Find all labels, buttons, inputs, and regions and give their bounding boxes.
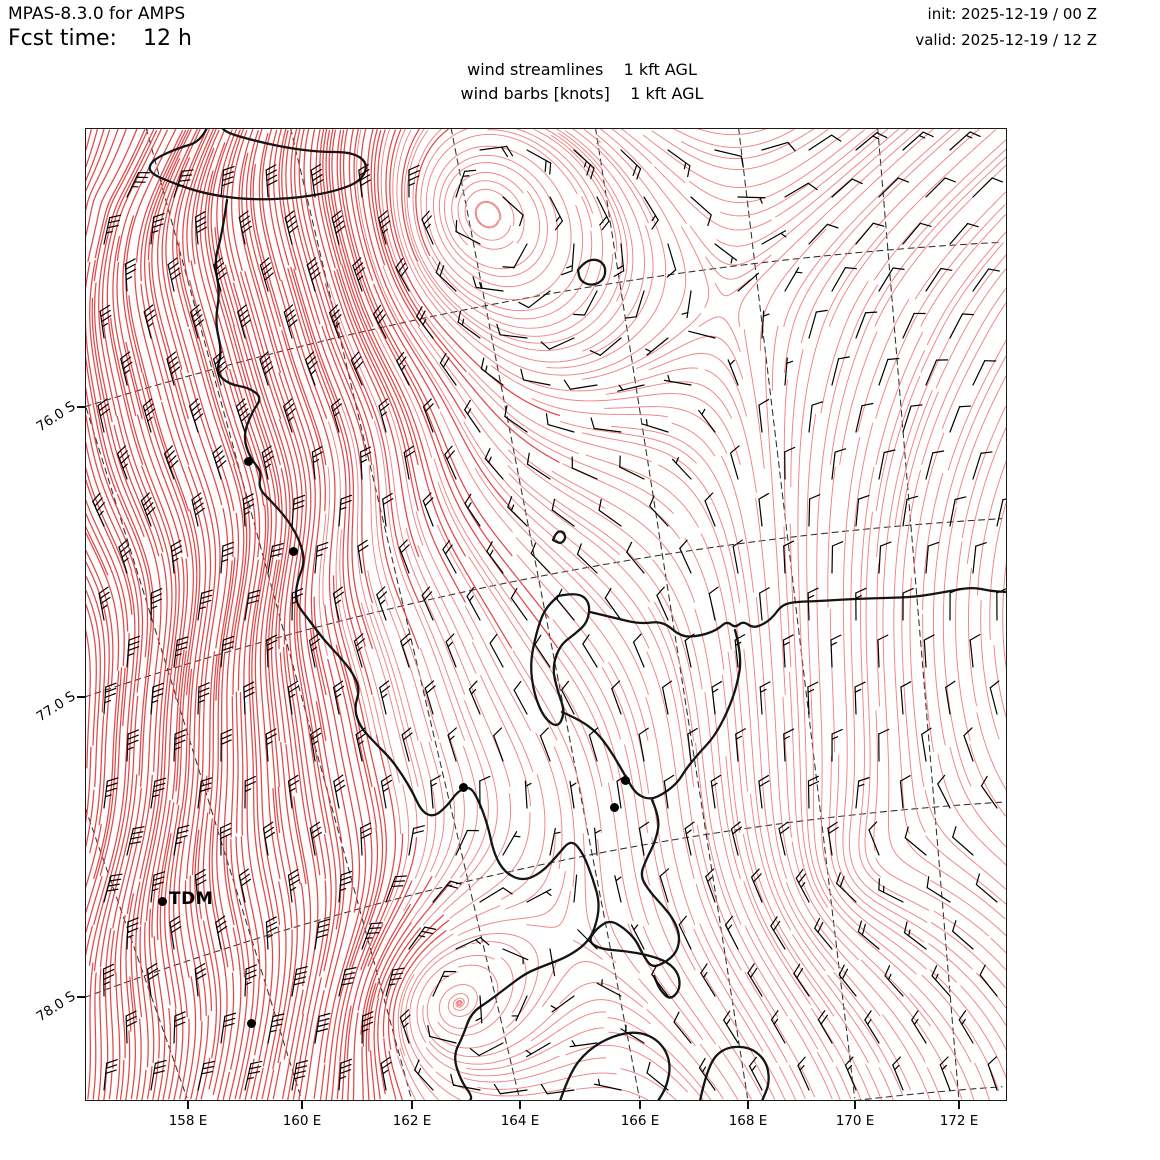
lon-tick-label: 158 E xyxy=(168,1113,208,1129)
station-dot xyxy=(620,775,630,785)
lon-tick-mark xyxy=(519,1101,521,1109)
plot-frame xyxy=(85,128,1007,1101)
lon-tick-label: 172 E xyxy=(939,1113,979,1129)
plot-title-streamlines: wind streamlines 1 kft AGL xyxy=(467,60,697,79)
forecast-time-value: 12 h xyxy=(142,26,192,51)
lon-tick-label: 162 E xyxy=(392,1113,432,1129)
lat-tick-mark xyxy=(77,406,85,408)
station-dot xyxy=(243,456,253,466)
lat-tick-mark xyxy=(77,996,85,998)
lat-tick-label: 77.0 S xyxy=(33,688,79,726)
wind-map-canvas xyxy=(85,128,1007,1101)
forecast-time-label: Fcst time: xyxy=(8,26,117,51)
station-label-tdm: TDM xyxy=(169,889,214,909)
station-dot xyxy=(609,802,619,812)
lat-tick-mark xyxy=(77,696,85,698)
lon-tick-mark xyxy=(747,1101,749,1109)
lon-tick-mark xyxy=(411,1101,413,1109)
lon-tick-label: 170 E xyxy=(835,1113,875,1129)
lon-tick-mark xyxy=(187,1101,189,1109)
lat-tick-label: 76.0 S xyxy=(33,398,79,436)
init-time-label: init: 2025-12-19 / 00 Z xyxy=(927,5,1097,23)
station-dot xyxy=(458,782,468,792)
lon-tick-label: 166 E xyxy=(620,1113,660,1129)
station-dot xyxy=(157,896,167,906)
lon-tick-label: 168 E xyxy=(728,1113,768,1129)
lon-tick-mark xyxy=(958,1101,960,1109)
station-dot xyxy=(246,1018,256,1028)
lon-tick-mark xyxy=(639,1101,641,1109)
lon-tick-label: 160 E xyxy=(282,1113,322,1129)
valid-time-label: valid: 2025-12-19 / 12 Z xyxy=(915,31,1097,49)
plot-title-barbs: wind barbs [knots] 1 kft AGL xyxy=(460,84,704,103)
lon-tick-label: 164 E xyxy=(500,1113,540,1129)
lat-tick-label: 78.0 S xyxy=(33,988,79,1026)
station-dot xyxy=(288,546,298,556)
lon-tick-mark xyxy=(301,1101,303,1109)
model-label: MPAS-8.3.0 for AMPS xyxy=(8,4,186,24)
lon-tick-mark xyxy=(854,1101,856,1109)
forecast-time: Fcst time: 12 h xyxy=(8,26,192,51)
